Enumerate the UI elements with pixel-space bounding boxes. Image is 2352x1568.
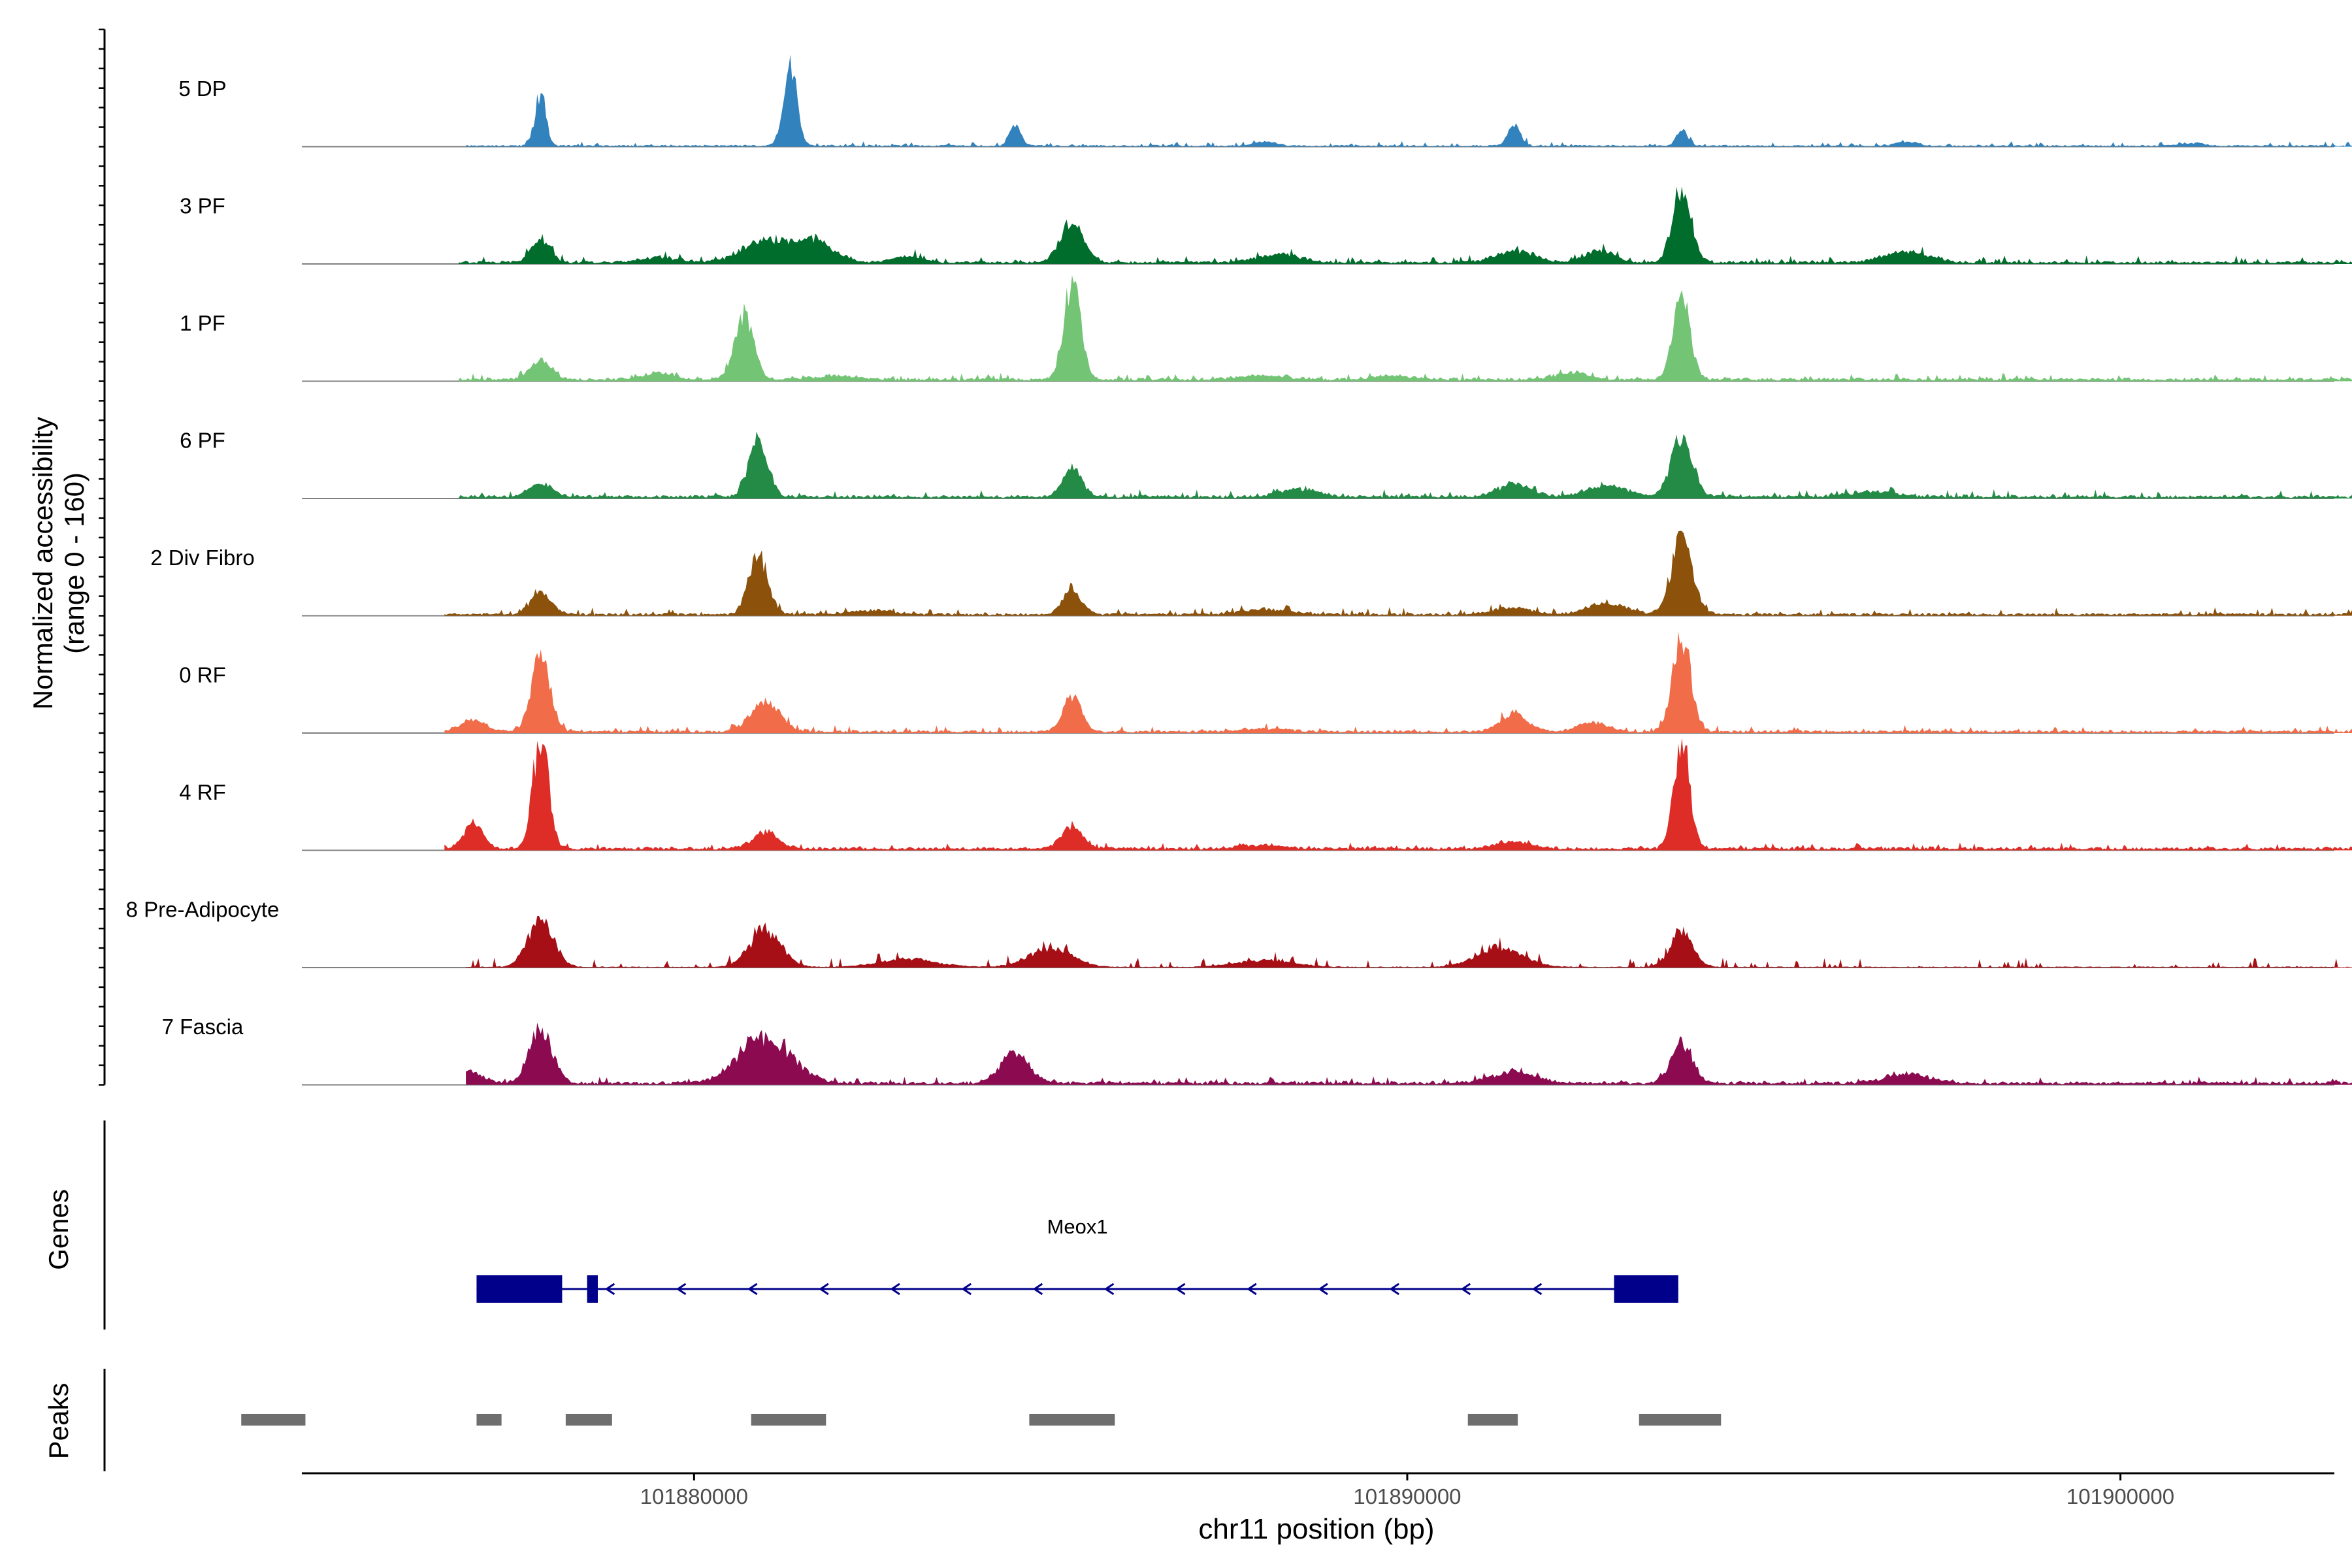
- peak-region: [751, 1414, 826, 1426]
- coverage-area: [466, 54, 2352, 147]
- track-label: 6 PF: [180, 429, 225, 453]
- strand-arrow-icon: [676, 1282, 687, 1296]
- strand-arrow-icon: [1318, 1282, 1328, 1296]
- coverage-tracks: [302, 54, 2352, 1086]
- gene-exon: [476, 1275, 563, 1303]
- coverage-area: [459, 186, 2352, 264]
- coverage-track: [302, 631, 2352, 734]
- track-label: 0 RF: [179, 663, 226, 687]
- coverage-area: [466, 1022, 2352, 1085]
- coverage-track: [302, 915, 2352, 968]
- strand-arrow-icon: [1531, 1282, 1543, 1296]
- x-tick-label: 101890000: [1353, 1484, 1461, 1509]
- strand-arrow-icon: [1175, 1282, 1186, 1296]
- x-tick-label: 101900000: [2066, 1484, 2174, 1509]
- strand-arrow-icon: [1247, 1282, 1257, 1296]
- track-label: 7 Fascia: [162, 1015, 244, 1039]
- coverage-track: [302, 186, 2352, 265]
- peak-region: [241, 1414, 306, 1426]
- coverage-area: [444, 531, 2352, 616]
- track-label: 1 PF: [180, 311, 225, 335]
- track-label: 8 Pre-Adipocyte: [126, 898, 280, 922]
- gene-exon: [1614, 1275, 1678, 1303]
- track-label: 5 DP: [178, 76, 226, 101]
- y-axis-title: Normalized accessibility: [27, 417, 58, 710]
- coverage-area: [444, 738, 2352, 851]
- track-label: 4 RF: [179, 780, 226, 804]
- x-tick-label: 101880000: [640, 1484, 748, 1509]
- gene-exon: [587, 1275, 598, 1303]
- coverage-area: [459, 275, 2352, 382]
- coverage-track: [302, 1022, 2352, 1086]
- strand-arrow-icon: [819, 1282, 829, 1296]
- coverage-area: [466, 915, 2352, 968]
- track-labels: 5 DP 3 PF 1 PF 6 PF 2 Div Fibro 0 RF 4 RF 8 Pre…: [126, 76, 280, 1039]
- left-axes: [99, 28, 106, 1471]
- strand-arrow-icon: [604, 1282, 615, 1296]
- peak-region: [1639, 1414, 1722, 1426]
- gene-panel: Meox1: [476, 1215, 1678, 1303]
- track-label: 3 PF: [180, 194, 225, 218]
- coverage-area: [444, 631, 2352, 733]
- coverage-track: [302, 54, 2352, 148]
- coverage-area: [459, 431, 2352, 498]
- coverage-track: [302, 738, 2352, 851]
- x-axis: 101880000 101890000 101900000: [302, 1472, 2334, 1509]
- strand-arrow-icon: [747, 1282, 758, 1296]
- peaks-panel: [241, 1414, 1722, 1426]
- strand-arrow-icon: [1460, 1282, 1471, 1296]
- peaks-panel-title: Peaks: [43, 1383, 74, 1460]
- peak-region: [565, 1414, 612, 1426]
- x-axis-title: chr11 position (bp): [1198, 1513, 1434, 1545]
- strand-arrow-icon: [961, 1282, 972, 1296]
- strand-arrow-icon: [890, 1282, 900, 1296]
- y-axis-range-label: (range 0 - 160): [59, 472, 90, 654]
- strand-arrow-icon: [1389, 1282, 1399, 1296]
- strand-arrow-icon: [1032, 1282, 1043, 1296]
- genes-panel-title: Genes: [43, 1189, 74, 1270]
- coverage-track: [302, 431, 2352, 499]
- coverage-track: [302, 531, 2352, 617]
- coverage-track: [302, 275, 2352, 382]
- gene-name-label: Meox1: [1047, 1215, 1108, 1238]
- peak-region: [1467, 1414, 1518, 1426]
- track-label: 2 Div Fibro: [150, 546, 255, 570]
- peak-region: [1029, 1414, 1115, 1426]
- peak-region: [476, 1414, 502, 1426]
- strand-arrow-icon: [1103, 1282, 1115, 1296]
